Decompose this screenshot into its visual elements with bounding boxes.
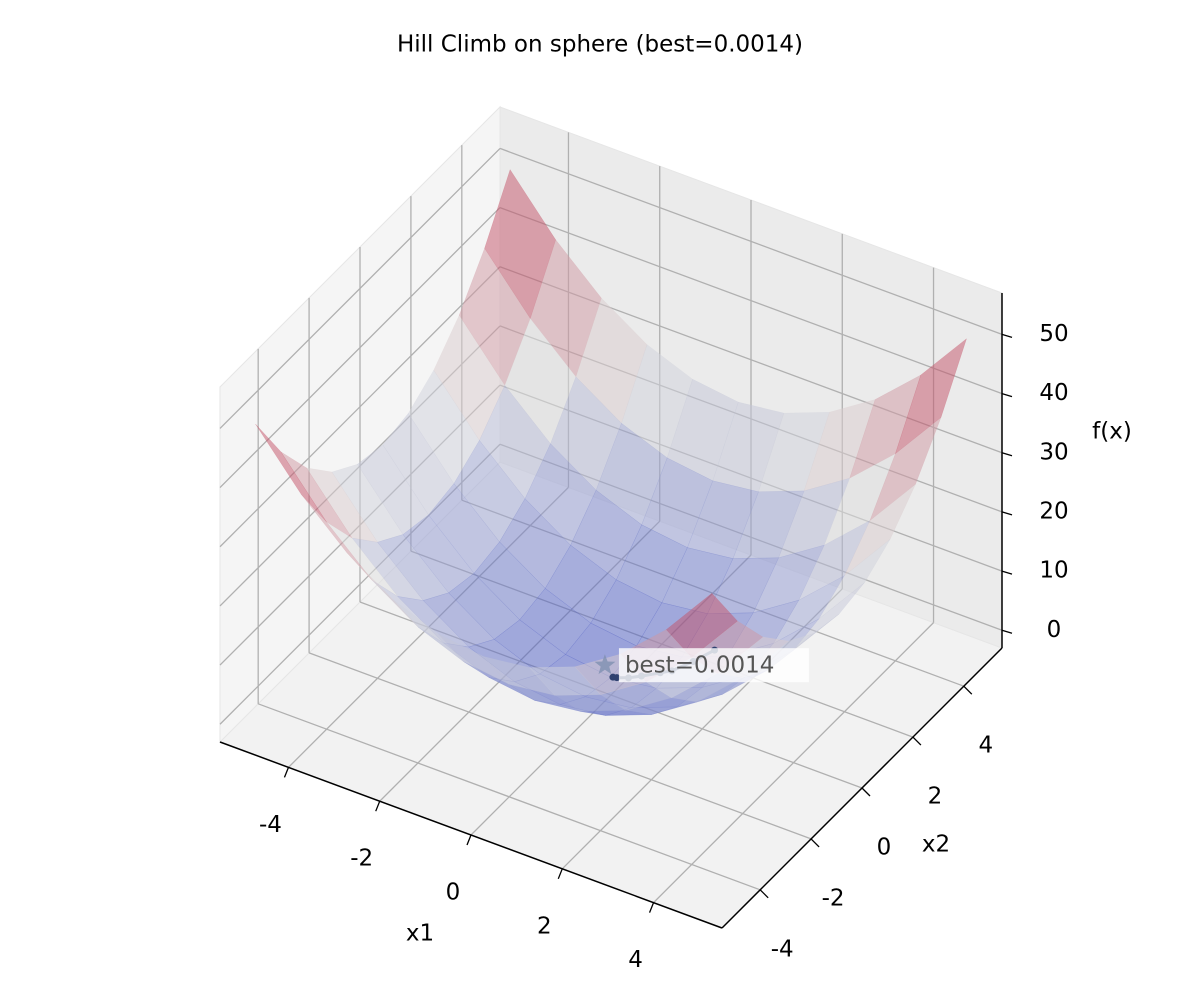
x-tick-label: -2: [350, 846, 373, 872]
annotation-box: [618, 648, 809, 683]
y-tick: [759, 889, 769, 899]
z-tick-label: 0: [1047, 617, 1062, 643]
y-tick: [861, 787, 871, 797]
y-axis-label: x2: [922, 832, 950, 858]
path-point: [609, 673, 617, 681]
grid-line: [499, 147, 1003, 336]
surface-patch: [894, 337, 967, 455]
x-tick: [466, 834, 472, 846]
z-tick: [1001, 570, 1013, 575]
x-tick-label: 2: [537, 913, 552, 939]
y-tick-label: 4: [978, 733, 993, 759]
chart-title: Hill Climb on sphere (best=0.0014): [397, 32, 803, 58]
surface-patch: [665, 592, 738, 658]
y-tick-label: 2: [928, 784, 943, 810]
z-tick: [1001, 452, 1013, 457]
z-tick-label: 50: [1039, 321, 1068, 347]
z-tick: [1001, 392, 1013, 398]
y-tick-label: -4: [771, 936, 794, 962]
x-tick-label: 4: [628, 947, 643, 973]
x-tick: [557, 868, 563, 880]
x-tick-label: -4: [259, 812, 282, 838]
grid-line: [219, 266, 501, 548]
grid-line: [219, 147, 501, 429]
grid-line: [308, 652, 812, 840]
y-tick: [810, 838, 820, 848]
y-tick-label: -2: [822, 885, 845, 911]
grid-line: [257, 703, 761, 891]
z-tick: [1001, 629, 1013, 634]
z-tick-label: 10: [1039, 558, 1068, 584]
z-tick-label: 40: [1039, 380, 1068, 406]
surface-patch: [818, 539, 891, 619]
x-tick: [283, 767, 290, 778]
x-tick: [375, 800, 381, 812]
y-tick: [912, 736, 922, 746]
best-annotation: best=0.0014: [625, 653, 775, 679]
y-tick: [963, 685, 973, 695]
x-axis-label: x1: [406, 921, 434, 947]
surface-patch: [869, 416, 942, 522]
x-tick: [648, 902, 655, 913]
grid-line: [499, 206, 1003, 395]
z-tick: [1001, 511, 1013, 516]
z-axis-label: f(x): [1092, 419, 1132, 445]
surface-patch: [844, 484, 916, 576]
z-tick: [1001, 333, 1013, 339]
x-tick-label: 0: [446, 880, 461, 906]
best-marker: [594, 654, 616, 675]
z-tick-label: 30: [1039, 439, 1068, 465]
y-tick-label: 0: [877, 835, 892, 861]
z-tick-label: 20: [1039, 498, 1068, 524]
